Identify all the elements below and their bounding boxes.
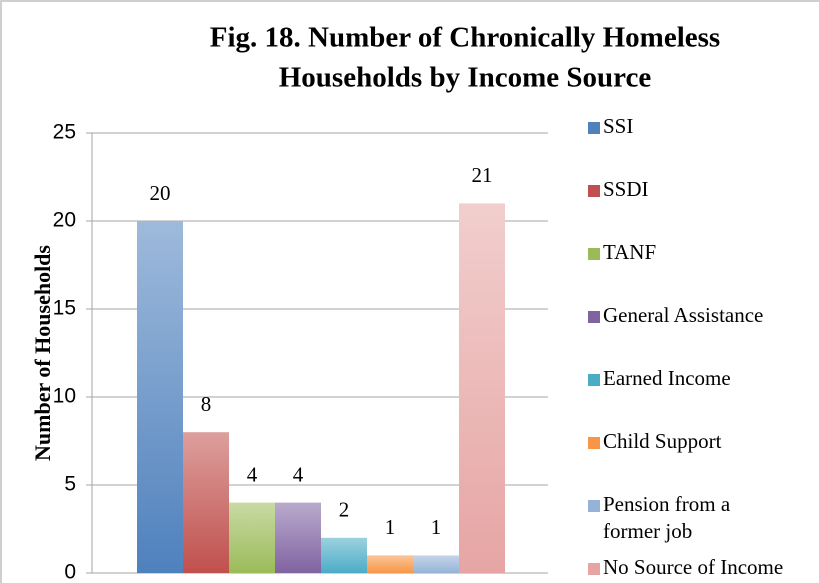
legend-label: SSDI bbox=[603, 177, 649, 201]
legend-swatch bbox=[588, 185, 600, 197]
y-tick-label: 20 bbox=[53, 209, 76, 232]
legend-label: Child Support bbox=[603, 429, 722, 453]
data-label: 1 bbox=[385, 515, 396, 539]
bar bbox=[137, 221, 183, 573]
bar bbox=[321, 537, 367, 573]
bar bbox=[229, 502, 275, 573]
legend-label: TANF bbox=[603, 240, 656, 264]
chart-title: Fig. 18. Number of Chronically Homeless bbox=[210, 22, 720, 54]
legend-swatch bbox=[588, 122, 600, 134]
y-axis-title: Number of Households bbox=[30, 245, 55, 461]
bar bbox=[275, 502, 321, 573]
data-label: 2 bbox=[339, 498, 350, 522]
data-label: 8 bbox=[201, 392, 212, 416]
legend-swatch bbox=[588, 311, 600, 323]
legend-swatch bbox=[588, 437, 600, 449]
bar bbox=[413, 555, 459, 573]
data-label: 1 bbox=[431, 515, 442, 539]
data-label: 4 bbox=[247, 462, 258, 486]
y-tick-label: 10 bbox=[53, 385, 76, 408]
legend-swatch bbox=[588, 500, 600, 512]
data-label: 21 bbox=[472, 163, 493, 187]
y-tick-label: 0 bbox=[64, 561, 76, 583]
bar bbox=[183, 432, 229, 573]
bar bbox=[459, 203, 505, 573]
y-tick-label: 5 bbox=[64, 473, 76, 496]
legend-swatch bbox=[588, 248, 600, 260]
data-label: 4 bbox=[293, 462, 304, 486]
legend-label: SSI bbox=[603, 114, 633, 138]
chart-title: Households by Income Source bbox=[279, 62, 652, 94]
legend-swatch bbox=[588, 374, 600, 386]
legend-label: No Source of Income bbox=[603, 555, 783, 579]
legend-label: General Assistance bbox=[603, 303, 763, 327]
bar bbox=[367, 555, 413, 573]
legend-label: Earned Income bbox=[603, 366, 731, 390]
legend-swatch bbox=[588, 563, 600, 575]
data-label: 20 bbox=[150, 181, 171, 205]
y-tick-label: 25 bbox=[53, 121, 76, 144]
y-tick-label: 15 bbox=[53, 297, 76, 320]
legend-label: Pension from a former job bbox=[603, 492, 735, 543]
